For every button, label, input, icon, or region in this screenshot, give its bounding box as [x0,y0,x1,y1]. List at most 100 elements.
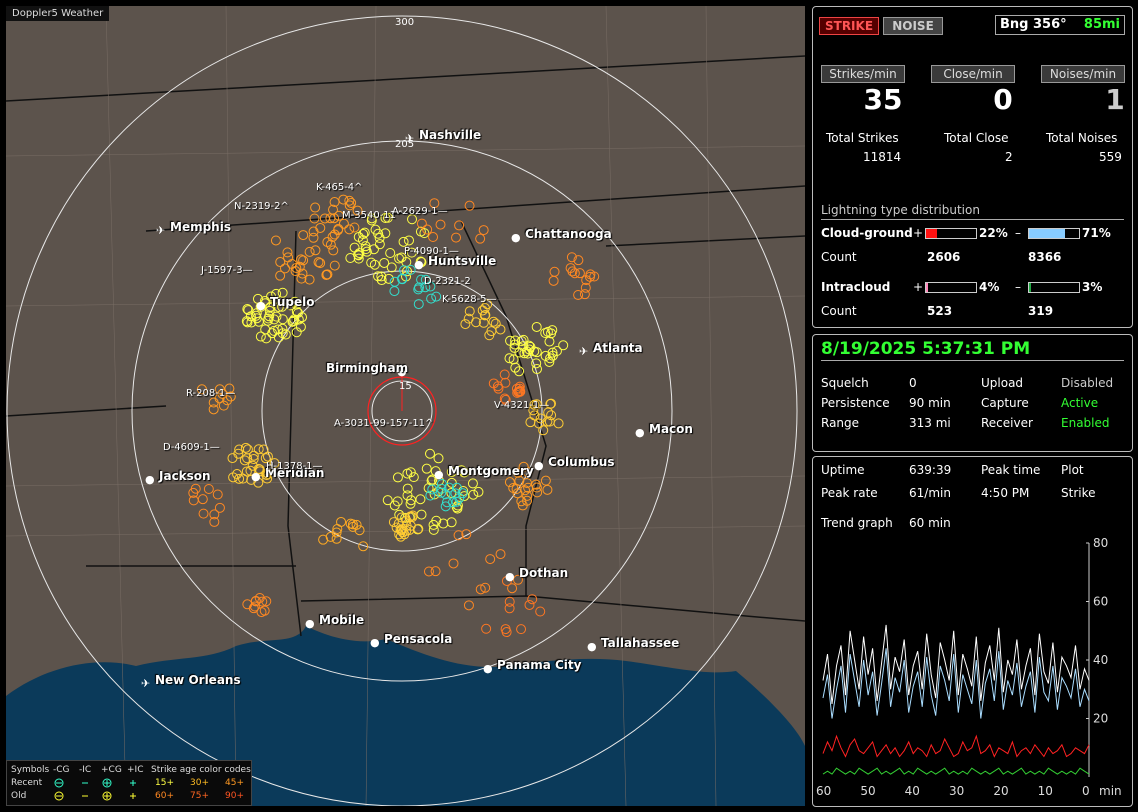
strike-marker [481,623,492,634]
strike-marker [573,255,584,266]
strike-marker [385,248,396,259]
uptime-value: 639:39 [909,463,952,477]
x-tick-label: 0 [1082,784,1090,798]
city-marker: ● [483,662,493,675]
strike-marker [373,271,384,282]
storm-cell-label[interactable]: K-5628-5— [442,294,497,305]
divider [821,219,1124,220]
strike-marker [512,488,523,499]
strike-marker [514,366,525,377]
squelch-value[interactable]: 0 [909,376,917,390]
strike-marker [308,232,319,243]
cg-positive-pct: 22% [979,226,1008,240]
strike-marker [280,329,291,340]
close-per-min-button[interactable]: Close/min [931,65,1015,83]
strike-marker [333,225,344,236]
strike-marker [208,397,219,408]
upload-value[interactable]: Disabled [1061,376,1114,390]
storm-cell-label[interactable]: J-1597-3— [201,265,253,276]
strike-marker [431,291,442,302]
storm-cell-label[interactable]: R-208-1— [186,388,236,399]
strike-marker [446,466,457,477]
storm-cell-label[interactable]: D-2321-2 [424,276,471,287]
strike-marker [394,253,405,264]
state-borders [6,55,805,637]
strike-marker [277,287,288,298]
trend-graph-label: Trend graph [821,516,893,530]
storm-cell-label[interactable]: P-4090-1— [404,246,459,257]
strike-marker [448,497,459,508]
strike-marker [261,333,272,344]
storm-cell-label[interactable]: V-4321-1— [494,400,550,411]
strike-marker [240,442,251,453]
strike-marker [424,448,435,459]
noise-button[interactable]: NOISE [883,17,943,35]
city-marker: ● [635,426,645,439]
strike-marker [512,574,523,585]
storm-cell-label[interactable]: N-2319-2^ [234,201,289,212]
strike-marker [344,224,355,235]
strike-button[interactable]: STRIKE [819,17,879,35]
trend-graph-value[interactable]: 60 min [909,516,951,530]
storm-cell-label[interactable]: K-465-4^ [316,182,363,193]
strike-marker [429,198,440,209]
strike-marker [478,225,489,236]
radar-map[interactable]: 300 205 15 ✈ Nashville ✈ Memphis ● Chattanoog… [6,6,805,806]
storm-cell-label[interactable]: A-2629-1— [392,206,448,217]
strike-marker [251,310,262,321]
strike-marker [464,200,475,211]
legend-age-75: 75+ [190,791,209,801]
capture-value[interactable]: Active [1061,396,1099,410]
storm-cell-label[interactable]: M-3540-11^ [342,210,405,221]
ic-positive-count: 523 [927,304,953,318]
plot-value[interactable]: Strike [1061,486,1096,500]
strike-marker [227,453,238,464]
strike-marker [325,239,336,250]
uptime-label: Uptime [821,463,865,477]
strike-marker [280,263,291,274]
strike-marker [260,453,271,464]
strike-marker [257,596,268,607]
strike-marker [558,340,569,351]
strike-marker [265,301,276,312]
strike-marker [353,253,364,264]
strike-marker [338,218,349,229]
strike-marker [234,444,245,455]
noises-per-min-button[interactable]: Noises/min [1041,65,1125,83]
legend-old-label: Old [11,791,27,801]
strike-marker [347,519,358,530]
storm-cell-label[interactable]: A-3031-99-157-11^ [334,418,434,429]
strike-marker [318,534,329,545]
strike-marker [573,289,584,300]
strike-marker [369,259,380,270]
x-tick-label: 20 [993,784,1008,798]
strike-marker [291,327,302,338]
range-value[interactable]: 313 mi [909,416,951,430]
strike-marker [336,516,347,527]
y-tick-label: 20 [1093,712,1108,726]
storm-cell-label[interactable]: H-1378-1— [266,461,323,472]
strike-marker [304,274,315,285]
strike-marker [516,496,527,507]
strike-marker [415,494,426,505]
strike-marker [354,248,365,259]
strike-marker [535,606,546,617]
strike-marker [331,533,342,544]
strike-stats-panel: STRIKE NOISE Bng 356° 85mi Strikes/min C… [812,6,1133,328]
persistence-value[interactable]: 90 min [909,396,951,410]
legend-symbol-glyphs [54,778,136,801]
strike-marker [255,466,266,477]
trend-chart: 80 60 40 20 60 50 40 30 20 10 0 min [816,537,1122,798]
cg-count-label: Count [821,250,857,264]
legend-neg-cg: -CG [53,765,70,775]
strike-marker [224,383,235,394]
plot-label: Plot [1061,463,1084,477]
strikes-per-min-button[interactable]: Strikes/min [821,65,905,83]
strike-marker [315,222,326,233]
total-close-value: 2 [1005,150,1013,164]
receiver-value[interactable]: Enabled [1061,416,1110,430]
strike-marker [524,599,535,610]
storm-cell-label[interactable]: D-4609-1— [163,442,220,453]
x-tick-label: 30 [949,784,964,798]
strike-marker [293,314,304,325]
